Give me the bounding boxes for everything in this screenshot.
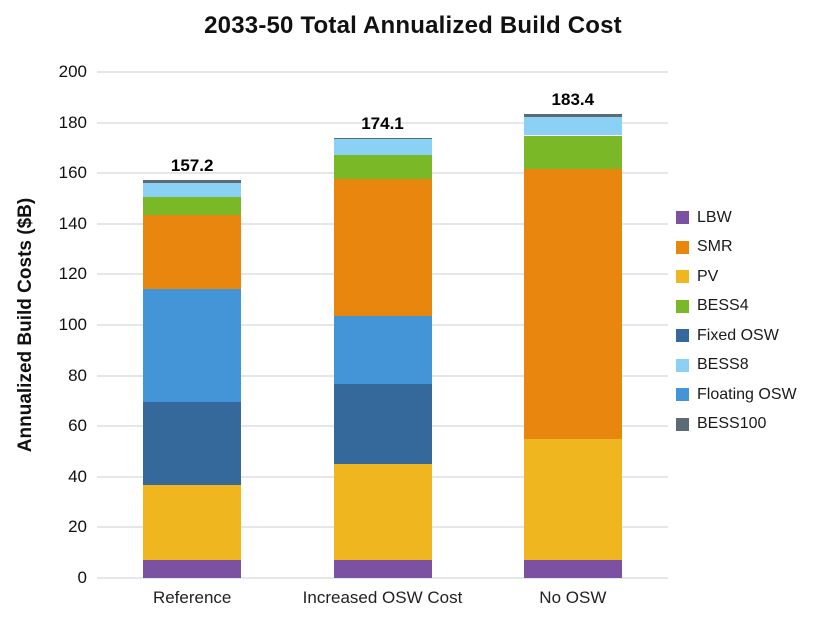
gridline-180 (97, 121, 668, 124)
legend-item-floating-osw: Floating OSW (676, 380, 797, 410)
y-tick-label-40: 40 (68, 466, 87, 486)
legend-item-smr: SMR (676, 233, 797, 263)
legend-label-pv: PV (697, 267, 719, 285)
legend: LBW SMR PV BESS4 Fixed OSW BESS8 Floating OSW B… (676, 203, 797, 439)
legend-swatch-bess100-icon (676, 417, 689, 431)
plot-area (97, 71, 668, 579)
bar-segment-reference-bess100 (143, 180, 242, 184)
x-tick-label-reference: Reference (152, 588, 232, 607)
legend-item-bess8: BESS8 (676, 351, 797, 381)
bar-segment-no-osw-lbw (523, 560, 622, 578)
y-tick-label-20: 20 (68, 517, 87, 537)
x-tick-label-no-osw: No OSW (539, 588, 607, 607)
legend-label-bess8: BESS8 (697, 356, 749, 374)
y-tick-label-160: 160 (58, 163, 87, 183)
bar-segment-increased-osw-cost-smr (333, 179, 432, 316)
bar-segment-reference-pv (143, 485, 242, 561)
legend-item-lbw: LBW (676, 203, 797, 233)
legend-swatch-bess4-icon (676, 299, 689, 313)
bar-segment-increased-osw-cost-bess100 (333, 137, 432, 140)
bar-segment-increased-osw-cost-bess8 (333, 139, 432, 156)
y-tick-label-120: 120 (58, 264, 87, 284)
total-label-no-osw: 183.4 (551, 89, 595, 109)
legend-label-fixed-osw: Fixed OSW (697, 326, 779, 344)
legend-label-floating-osw: Floating OSW (697, 385, 797, 403)
y-tick-label-200: 200 (58, 62, 87, 81)
bar-segment-increased-osw-cost-fixed-osw (333, 384, 432, 465)
bar-segment-reference-lbw (143, 560, 242, 578)
legend-swatch-pv-icon (676, 270, 689, 284)
legend-swatch-smr-icon (676, 240, 689, 254)
legend-label-bess100: BESS100 (697, 415, 767, 433)
bar-segment-no-osw-bess8 (523, 116, 622, 136)
legend-item-fixed-osw: Fixed OSW (676, 321, 797, 351)
gridline-200 (97, 71, 668, 73)
legend-swatch-lbw-icon (676, 211, 689, 225)
bar-segment-reference-fixed-osw (143, 401, 242, 486)
legend-label-smr: SMR (697, 238, 733, 256)
legend-item-bess4: BESS4 (676, 292, 797, 322)
total-label-increased-osw-cost: 174.1 (361, 113, 404, 133)
bar-segment-reference-bess8 (143, 183, 242, 197)
chart-title: 2033-50 Total Annualized Build Cost (204, 12, 622, 39)
bar-segment-reference-smr (143, 215, 242, 289)
bar-segment-increased-osw-cost-lbw (333, 560, 432, 578)
total-label-reference: 157.2 (170, 156, 214, 176)
gridline-0 (97, 577, 668, 579)
x-tick-label-increased-osw-cost: Increased OSW Cost (302, 588, 463, 607)
y-tick-label-180: 180 (58, 112, 87, 132)
legend-label-bess4: BESS4 (697, 297, 749, 315)
bar-segment-reference-floating-osw (143, 288, 242, 402)
y-tick-label-80: 80 (68, 365, 87, 385)
bar-segment-no-osw-bess100 (523, 113, 622, 117)
legend-swatch-floating-osw-icon (676, 388, 689, 402)
bar-segment-increased-osw-cost-floating-osw (333, 315, 432, 385)
bar-segment-reference-bess4 (143, 196, 242, 216)
bar-segment-no-osw-pv (523, 438, 622, 561)
bar-segment-no-osw-smr (523, 169, 622, 439)
legend-swatch-bess8-icon (676, 358, 689, 372)
y-tick-label-140: 140 (58, 213, 87, 233)
legend-item-pv: PV (676, 262, 797, 292)
legend-swatch-fixed-osw-icon (676, 329, 689, 343)
y-tick-label-100: 100 (58, 315, 87, 334)
legend-item-bess100: BESS100 (676, 410, 797, 440)
y-tick-label-60: 60 (68, 416, 87, 436)
bar-segment-increased-osw-cost-bess4 (333, 155, 432, 179)
y-tick-label-0: 0 (77, 568, 87, 587)
legend-label-lbw: LBW (697, 208, 732, 226)
bar-segment-no-osw-bess4 (523, 135, 622, 170)
bar-segment-increased-osw-cost-pv (333, 464, 432, 561)
